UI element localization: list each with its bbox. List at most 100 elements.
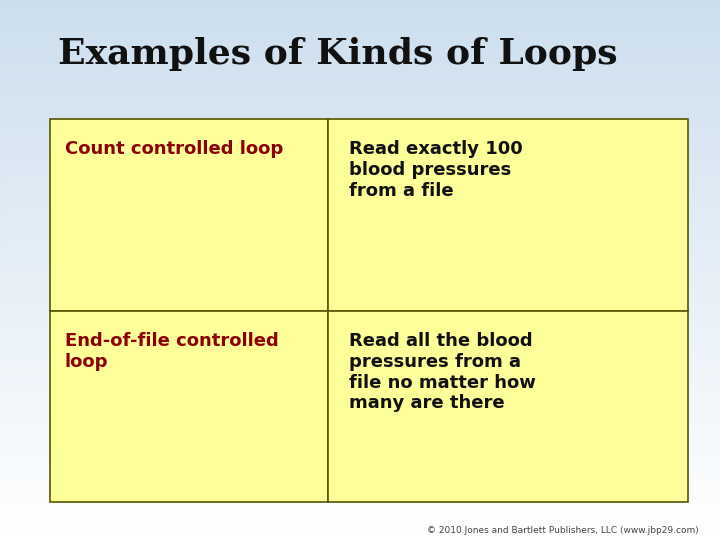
Bar [0,216,720,219]
Bar [0,111,720,113]
Bar [0,424,720,427]
Bar [0,373,720,375]
Bar [0,103,720,105]
Bar [0,289,720,292]
Bar [0,335,720,338]
Bar [0,254,720,256]
Bar [0,240,720,243]
Bar [0,459,720,462]
Bar [328,119,688,310]
Bar [0,429,720,432]
Bar [0,413,720,416]
Text: Examples of Kinds of Loops: Examples of Kinds of Loops [58,37,617,71]
Bar [0,375,720,378]
Bar [0,440,720,443]
Bar [0,516,720,518]
Bar [0,65,720,68]
Bar [0,16,720,19]
Bar [328,310,688,502]
Bar [0,51,720,54]
Bar [0,451,720,454]
Bar [0,135,720,138]
Bar [0,165,720,167]
Bar [0,140,720,143]
Bar [0,491,720,494]
Bar [0,435,720,437]
Bar [0,19,720,22]
Bar [0,86,720,89]
Bar [0,367,720,370]
Bar [0,310,720,313]
Bar [0,427,720,429]
Bar [0,448,720,451]
Bar [0,230,720,232]
Bar [0,410,720,413]
Bar [0,162,720,165]
Bar [0,524,720,526]
Bar [0,251,720,254]
Bar [0,432,720,435]
Bar [0,127,720,130]
Bar [0,59,720,62]
Text: Read exactly 100
blood pressures
from a file: Read exactly 100 blood pressures from a … [349,140,523,200]
Bar [0,76,720,78]
Bar [0,313,720,316]
Bar [0,89,720,92]
Bar [0,221,720,224]
Text: © 2010 Jones and Bartlett Publishers, LLC (www.jbp29.com): © 2010 Jones and Bartlett Publishers, LL… [427,525,698,535]
Bar [0,467,720,470]
Bar [0,154,720,157]
Bar [0,421,720,424]
Bar [0,486,720,489]
Bar [0,475,720,478]
Bar [0,94,720,97]
Bar [0,208,720,211]
Bar [0,389,720,392]
Bar [0,532,720,535]
Bar [0,418,720,421]
Bar [0,275,720,278]
Bar [0,54,720,57]
Bar [0,116,720,119]
Bar [0,259,720,262]
Bar [0,30,720,32]
Bar [0,97,720,100]
Bar [0,470,720,472]
Bar [0,324,720,327]
Bar [0,443,720,445]
Bar [0,302,720,305]
Bar [0,338,720,340]
Bar [0,383,720,386]
Bar [0,119,720,122]
Bar [0,78,720,81]
Bar [0,70,720,73]
Bar [0,262,720,265]
Bar [0,40,720,43]
Text: Read all the blood
pressures from a
file no matter how
many are there: Read all the blood pressures from a file… [349,332,536,413]
Bar [0,500,720,502]
Bar [0,246,720,248]
Bar [0,316,720,319]
Bar [0,416,720,418]
Bar [0,502,720,505]
Bar [0,267,720,270]
Bar [0,157,720,159]
Bar [0,494,720,497]
Bar [0,356,720,359]
Bar [0,238,720,240]
Text: End-of-file controlled
loop: End-of-file controlled loop [65,332,279,371]
Bar [0,478,720,481]
Bar [0,49,720,51]
Bar [0,248,720,251]
Bar [0,219,720,221]
Bar [0,32,720,35]
Bar [0,273,720,275]
Bar [50,310,328,502]
Bar [0,176,720,178]
Bar [0,518,720,521]
Bar [0,332,720,335]
Bar [0,151,720,154]
Bar [0,281,720,284]
Bar [0,194,720,197]
Bar [0,397,720,400]
